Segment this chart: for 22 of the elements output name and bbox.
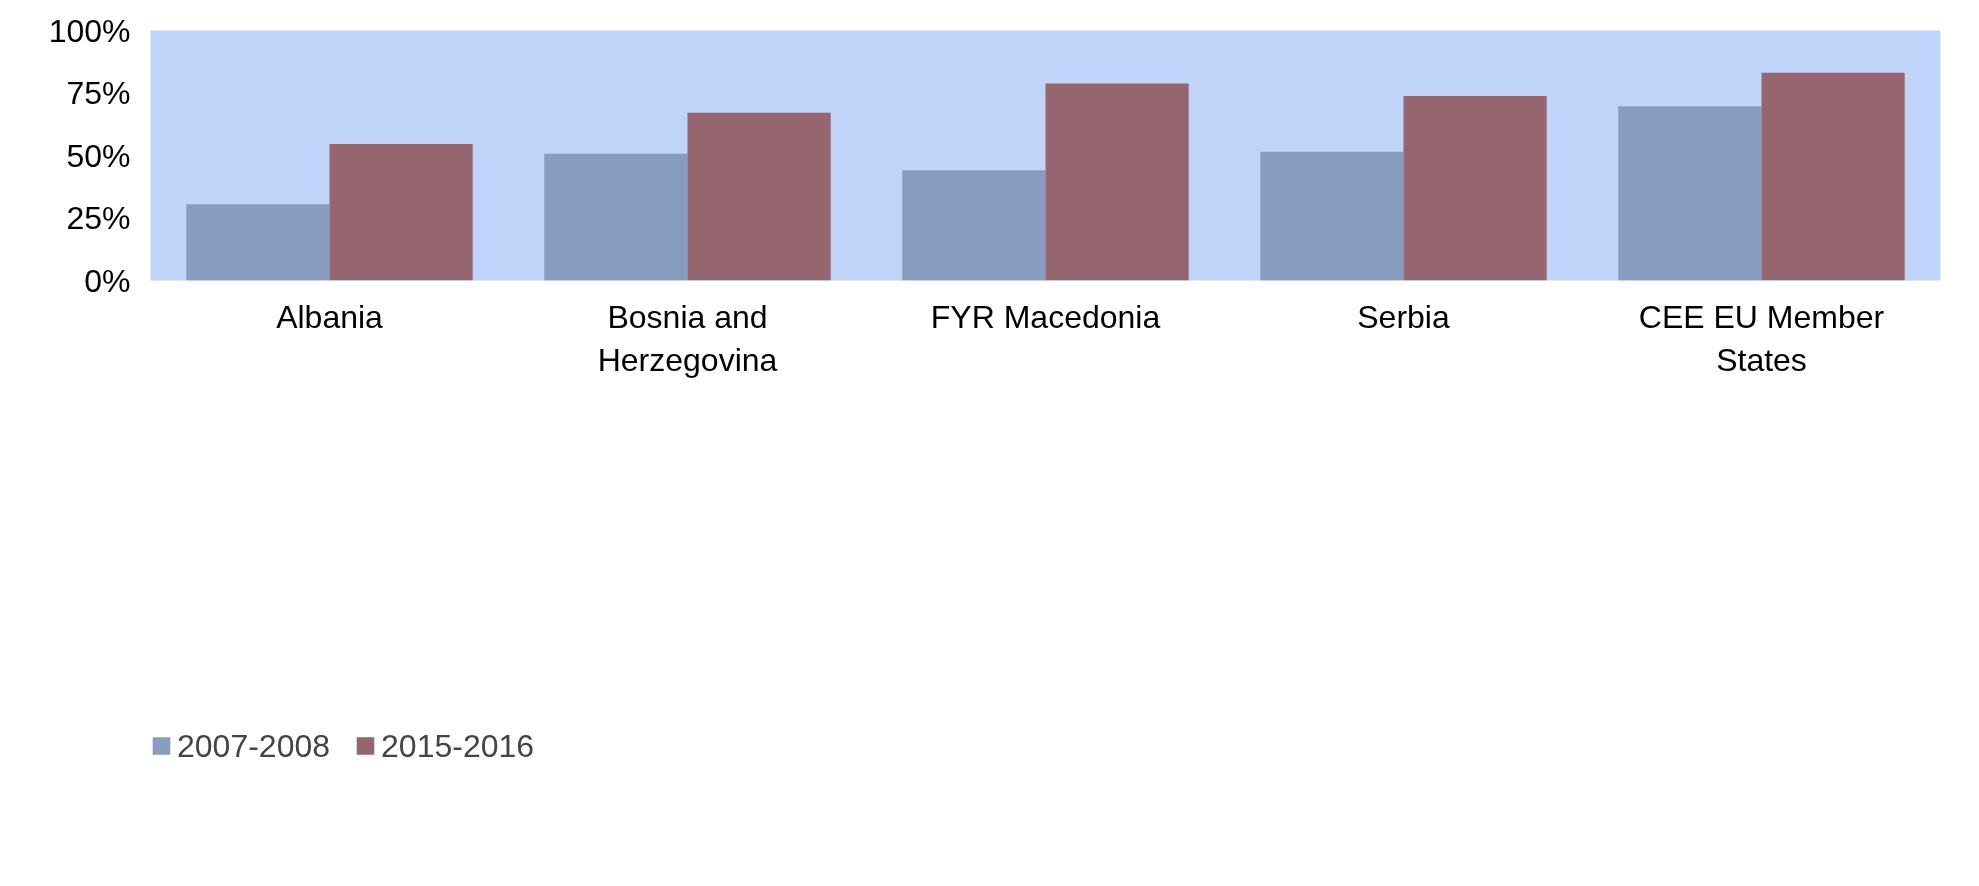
x-tick-label: Serbia: [1357, 298, 1450, 335]
x-tick-label: CEE EU Member States: [1638, 298, 1885, 378]
bar: [902, 170, 1046, 281]
bar: [1260, 151, 1404, 281]
x-tick-label: Albania: [276, 298, 384, 335]
bar: [1403, 96, 1547, 281]
y-tick-label: 75%: [66, 75, 131, 111]
x-tick-label: FYR Macedonia: [930, 298, 1161, 335]
bar: [186, 204, 330, 281]
bar: [1618, 106, 1762, 281]
bar: [544, 153, 688, 281]
bar: [687, 112, 831, 281]
bar: [1761, 72, 1905, 281]
y-tick-label: 25%: [66, 200, 131, 236]
y-tick-label: 100%: [48, 12, 131, 49]
legend-label: 2007-2008: [177, 727, 331, 765]
bar: [1045, 83, 1189, 281]
y-tick-label: 50%: [66, 137, 131, 174]
x-tick-label: Bosnia and Herzegovina: [597, 298, 778, 378]
legend-label: 2015-2016: [381, 727, 535, 765]
y-tick-label: 0%: [84, 262, 131, 299]
bar: [329, 144, 473, 281]
